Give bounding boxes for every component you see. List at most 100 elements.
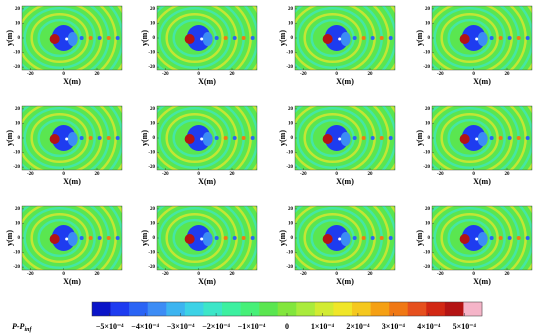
x-tick-label: 0	[335, 72, 338, 77]
wake	[388, 136, 393, 140]
x-tick-label: 20	[368, 72, 374, 77]
wake	[361, 236, 366, 240]
y-axis-label: y(m)	[415, 230, 424, 246]
x-axis-label: X(m)	[63, 77, 81, 86]
y-tick-label: -20	[423, 265, 430, 270]
low-pressure	[477, 32, 488, 46]
wake	[250, 236, 255, 240]
colorbar-tick-label: −2×10⁻⁴	[202, 322, 230, 331]
y-tick-label: -20	[423, 165, 430, 170]
y-tick-label: 10	[288, 122, 294, 127]
y-axis-label: y(m)	[278, 230, 287, 246]
wave-ring	[440, 12, 499, 64]
contour-field	[157, 106, 257, 170]
y-tick-label: -20	[286, 165, 293, 170]
colorbar-cell	[277, 302, 297, 316]
x-tick-label: -20	[300, 272, 307, 277]
x-tick-label: 20	[95, 172, 101, 177]
y-tick-label: 10	[288, 222, 294, 227]
y-tick-label: 0	[153, 36, 156, 41]
x-axis-label: X(m)	[63, 177, 81, 186]
contour-field	[295, 6, 395, 70]
y-tick-label: -10	[423, 151, 430, 156]
low-pressure	[340, 232, 351, 246]
y-tick-label: -10	[286, 151, 293, 156]
colorbar-tick-label: 4×10⁻⁴	[417, 322, 441, 331]
y-tick-label: 0	[291, 136, 294, 141]
y-tick-label: 0	[291, 36, 294, 41]
y-tick-label: 20	[288, 107, 294, 112]
y-tick-label: 0	[18, 136, 21, 141]
wake	[214, 36, 219, 40]
y-tick-label: 0	[153, 236, 156, 241]
x-tick-label: -20	[27, 172, 34, 177]
y-tick-label: -20	[13, 265, 20, 270]
wave-ring	[509, 106, 527, 170]
x-axis-label: X(m)	[198, 277, 216, 286]
wake	[79, 36, 84, 40]
y-axis-label: y(m)	[5, 30, 14, 46]
x-axis-label: X(m)	[198, 77, 216, 86]
y-tick-label: 20	[288, 7, 294, 12]
colorbar-cell	[184, 302, 204, 316]
y-tick-label: -20	[13, 65, 20, 70]
contour-field	[22, 206, 122, 270]
wake	[498, 136, 503, 140]
y-tick-label: 20	[15, 7, 21, 12]
x-tick-label: 0	[335, 172, 338, 177]
wave-ring	[30, 212, 89, 264]
y-tick-label: 20	[150, 207, 156, 212]
wave-ring	[433, 7, 506, 69]
y-tick-label: -10	[13, 151, 20, 156]
y-tick-label: 10	[150, 22, 156, 27]
wave-ring	[440, 112, 499, 164]
y-tick-label: 20	[425, 207, 431, 212]
y-axis-label: y(m)	[140, 30, 149, 46]
wake	[361, 36, 366, 40]
colorbar-cell	[203, 302, 223, 316]
wave-ring	[158, 7, 231, 69]
high-pressure	[49, 34, 60, 44]
colorbar-cell	[370, 302, 390, 316]
wake	[507, 36, 512, 40]
x-axis-label: X(m)	[198, 177, 216, 186]
wave-ring	[23, 7, 96, 69]
wake	[388, 36, 393, 40]
y-tick-label: 20	[150, 107, 156, 112]
high-pressure	[322, 234, 333, 244]
wake	[223, 236, 228, 240]
wake	[115, 236, 120, 240]
high-pressure	[49, 234, 60, 244]
colorbar-cell	[389, 302, 409, 316]
wake	[516, 236, 521, 240]
wake	[379, 236, 384, 240]
y-tick-label: -20	[286, 65, 293, 70]
colorbar-cell	[92, 302, 111, 316]
body	[475, 237, 479, 241]
wave-ring	[296, 7, 369, 69]
x-tick-label: 20	[95, 72, 101, 77]
wake	[516, 136, 521, 140]
body	[200, 237, 204, 241]
y-tick-label: -20	[286, 265, 293, 270]
x-tick-label: 0	[472, 272, 475, 277]
y-tick-label: -20	[148, 265, 155, 270]
y-tick-label: 10	[150, 222, 156, 227]
x-tick-label: 0	[197, 172, 200, 177]
body	[200, 37, 204, 41]
y-tick-label: 20	[288, 207, 294, 212]
wave-ring	[296, 107, 369, 169]
wake	[352, 136, 357, 140]
x-tick-label: 20	[368, 172, 374, 177]
wave-ring	[433, 207, 506, 269]
y-tick-label: 10	[15, 22, 21, 27]
wave-ring	[509, 206, 527, 270]
wave-ring	[303, 212, 362, 264]
x-tick-label: 20	[230, 172, 236, 177]
x-tick-label: -20	[27, 72, 34, 77]
colorbar-tick-label: 1×10⁻⁴	[311, 322, 335, 331]
colorbar-cell	[296, 302, 316, 316]
body	[200, 137, 204, 141]
wake	[379, 36, 384, 40]
